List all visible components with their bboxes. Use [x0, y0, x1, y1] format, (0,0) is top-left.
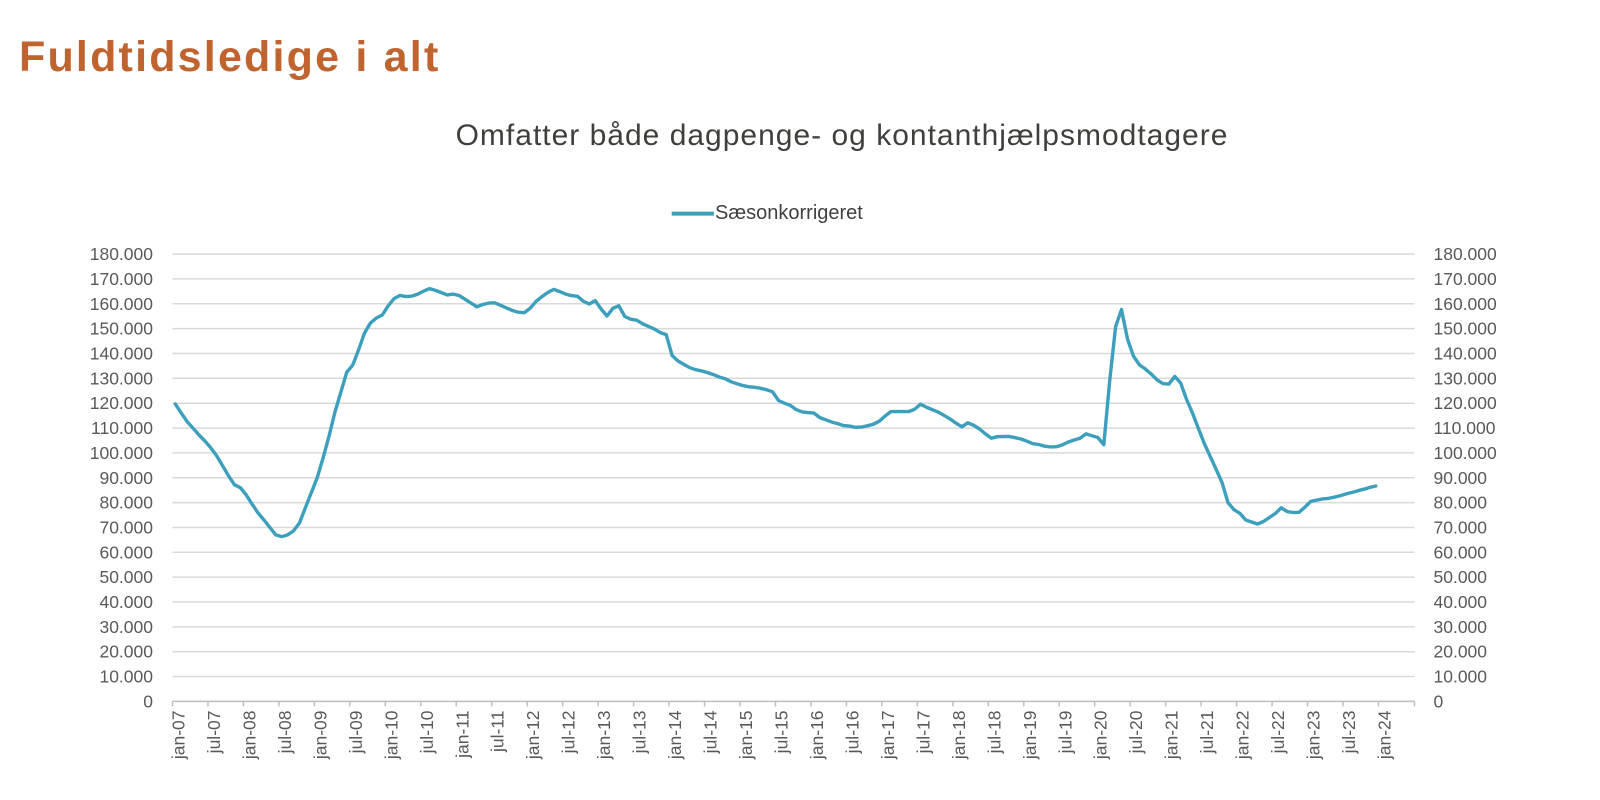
svg-text:jul-16: jul-16 [842, 711, 862, 755]
svg-text:jul-17: jul-17 [913, 711, 933, 755]
svg-text:jul-22: jul-22 [1268, 711, 1288, 755]
svg-text:70.000: 70.000 [1434, 518, 1488, 538]
svg-text:jul-08: jul-08 [275, 711, 295, 755]
svg-text:20.000: 20.000 [99, 642, 153, 662]
svg-text:40.000: 40.000 [1434, 592, 1488, 612]
svg-text:jan-24: jan-24 [1374, 710, 1394, 760]
svg-text:10.000: 10.000 [99, 667, 153, 687]
svg-text:jan-21: jan-21 [1162, 711, 1182, 761]
svg-text:60.000: 60.000 [99, 542, 153, 562]
svg-text:jan-15: jan-15 [736, 711, 756, 761]
svg-text:jan-22: jan-22 [1233, 711, 1253, 761]
svg-text:jul-20: jul-20 [1126, 710, 1146, 754]
svg-text:70.000: 70.000 [99, 518, 153, 538]
svg-text:80.000: 80.000 [1434, 493, 1488, 513]
svg-text:0: 0 [143, 691, 153, 711]
svg-text:jul-07: jul-07 [204, 711, 224, 755]
svg-text:jul-12: jul-12 [559, 711, 579, 755]
svg-text:100.000: 100.000 [1434, 443, 1498, 463]
svg-text:130.000: 130.000 [1434, 368, 1498, 388]
svg-text:jul-23: jul-23 [1339, 711, 1359, 755]
svg-text:jan-19: jan-19 [1020, 711, 1040, 761]
svg-text:110.000: 110.000 [1434, 418, 1496, 438]
svg-text:120.000: 120.000 [90, 393, 154, 413]
svg-text:jul-09: jul-09 [346, 711, 366, 755]
svg-text:90.000: 90.000 [1434, 468, 1488, 488]
svg-text:jan-18: jan-18 [949, 711, 969, 761]
svg-text:40.000: 40.000 [99, 592, 153, 612]
svg-text:150.000: 150.000 [1434, 319, 1498, 339]
svg-text:jan-07: jan-07 [169, 711, 189, 761]
svg-text:jul-19: jul-19 [1055, 711, 1075, 755]
svg-text:50.000: 50.000 [99, 567, 153, 587]
svg-text:jul-14: jul-14 [701, 710, 721, 754]
svg-text:0: 0 [1434, 691, 1444, 711]
svg-text:160.000: 160.000 [1434, 294, 1498, 314]
svg-text:jul-15: jul-15 [771, 711, 791, 755]
svg-text:jul-10: jul-10 [417, 710, 437, 754]
svg-text:jan-20: jan-20 [1091, 710, 1111, 760]
svg-text:140.000: 140.000 [90, 344, 154, 364]
svg-text:150.000: 150.000 [90, 319, 154, 339]
svg-text:60.000: 60.000 [1434, 542, 1488, 562]
svg-text:jan-09: jan-09 [310, 711, 330, 761]
svg-text:jan-13: jan-13 [594, 711, 614, 761]
svg-text:jan-16: jan-16 [807, 711, 827, 761]
svg-text:jan-17: jan-17 [878, 711, 898, 761]
svg-text:jan-12: jan-12 [523, 711, 543, 761]
svg-text:110.000: 110.000 [91, 418, 153, 438]
svg-text:130.000: 130.000 [90, 368, 154, 388]
svg-text:jul-13: jul-13 [630, 711, 650, 755]
svg-text:180.000: 180.000 [1434, 244, 1498, 264]
svg-text:80.000: 80.000 [99, 493, 153, 513]
svg-text:90.000: 90.000 [99, 468, 153, 488]
svg-text:170.000: 170.000 [1434, 269, 1498, 289]
svg-text:140.000: 140.000 [1434, 344, 1498, 364]
svg-text:jan-14: jan-14 [665, 710, 685, 760]
svg-text:jan-10: jan-10 [381, 710, 401, 760]
svg-text:30.000: 30.000 [99, 617, 153, 637]
svg-text:jul-18: jul-18 [984, 711, 1004, 755]
svg-text:jul-21: jul-21 [1197, 711, 1217, 755]
svg-text:170.000: 170.000 [90, 269, 154, 289]
svg-text:10.000: 10.000 [1434, 667, 1488, 687]
svg-text:180.000: 180.000 [90, 244, 154, 264]
svg-text:50.000: 50.000 [1434, 567, 1488, 587]
svg-text:160.000: 160.000 [90, 294, 154, 314]
svg-text:jan-11: jan-11 [452, 711, 472, 759]
svg-text:100.000: 100.000 [90, 443, 154, 463]
svg-text:120.000: 120.000 [1434, 393, 1498, 413]
svg-text:20.000: 20.000 [1434, 642, 1488, 662]
svg-text:30.000: 30.000 [1434, 617, 1488, 637]
svg-text:jan-08: jan-08 [239, 711, 259, 761]
svg-text:jul-11: jul-11 [488, 711, 508, 754]
svg-text:jan-23: jan-23 [1304, 711, 1324, 761]
